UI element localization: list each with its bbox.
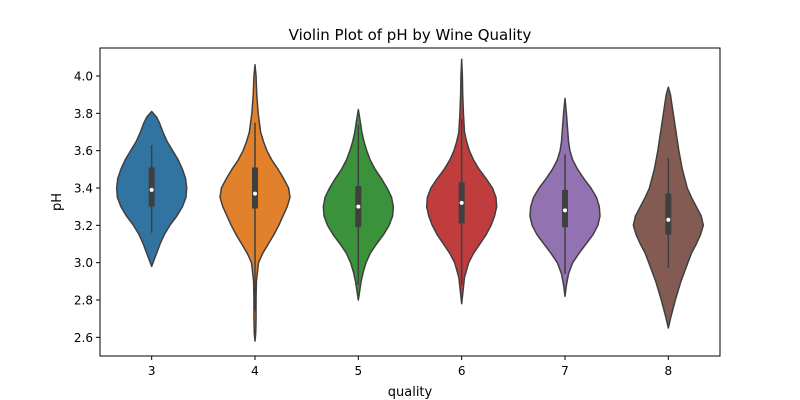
violin-median-dot: [666, 217, 671, 222]
y-tick-label: 4.0: [74, 70, 93, 84]
x-tick-label: 5: [355, 364, 363, 378]
violin-median-dot: [356, 204, 361, 209]
violin-iqr-box: [148, 167, 155, 207]
violin-median-dot: [149, 187, 154, 192]
violin-4: [219, 64, 291, 342]
violin-median-dot: [563, 208, 567, 213]
violin-median-dot: [459, 200, 464, 205]
x-tick-label: 6: [458, 364, 466, 378]
y-tick-label: 3.0: [74, 256, 93, 270]
y-axis: 2.6 2.8 3.0 3.2 3.4 3.6 3.8 4.0: [74, 70, 100, 345]
y-tick-label: 3.8: [74, 107, 93, 121]
y-axis-label: pH: [50, 193, 65, 211]
violin-iqr-box: [665, 193, 672, 235]
violin-5: [322, 108, 395, 301]
y-tick-label: 3.6: [74, 144, 93, 158]
violin-3: [115, 110, 188, 268]
plot-frame: [99, 47, 721, 357]
y-tick-label: 2.6: [74, 331, 93, 345]
x-axis: 3 4 5 6 7 8: [148, 356, 672, 378]
violin-7: [529, 97, 601, 298]
y-tick-label: 3.2: [74, 219, 93, 233]
violin-8: [632, 86, 705, 329]
violin-6: [425, 58, 498, 305]
violins-layer: [115, 58, 705, 342]
x-tick-label: 4: [251, 364, 259, 378]
y-tick-label: 3.4: [74, 182, 93, 196]
y-tick-label: 2.8: [74, 294, 93, 308]
violin-iqr-box: [252, 167, 258, 209]
x-tick-label: 7: [561, 364, 569, 378]
violin-median-dot: [253, 191, 257, 196]
x-tick-label: 3: [148, 364, 156, 378]
chart-title: Violin Plot of pH by Wine Quality: [289, 26, 532, 44]
x-tick-label: 8: [665, 364, 673, 378]
x-axis-label: quality: [388, 385, 433, 400]
